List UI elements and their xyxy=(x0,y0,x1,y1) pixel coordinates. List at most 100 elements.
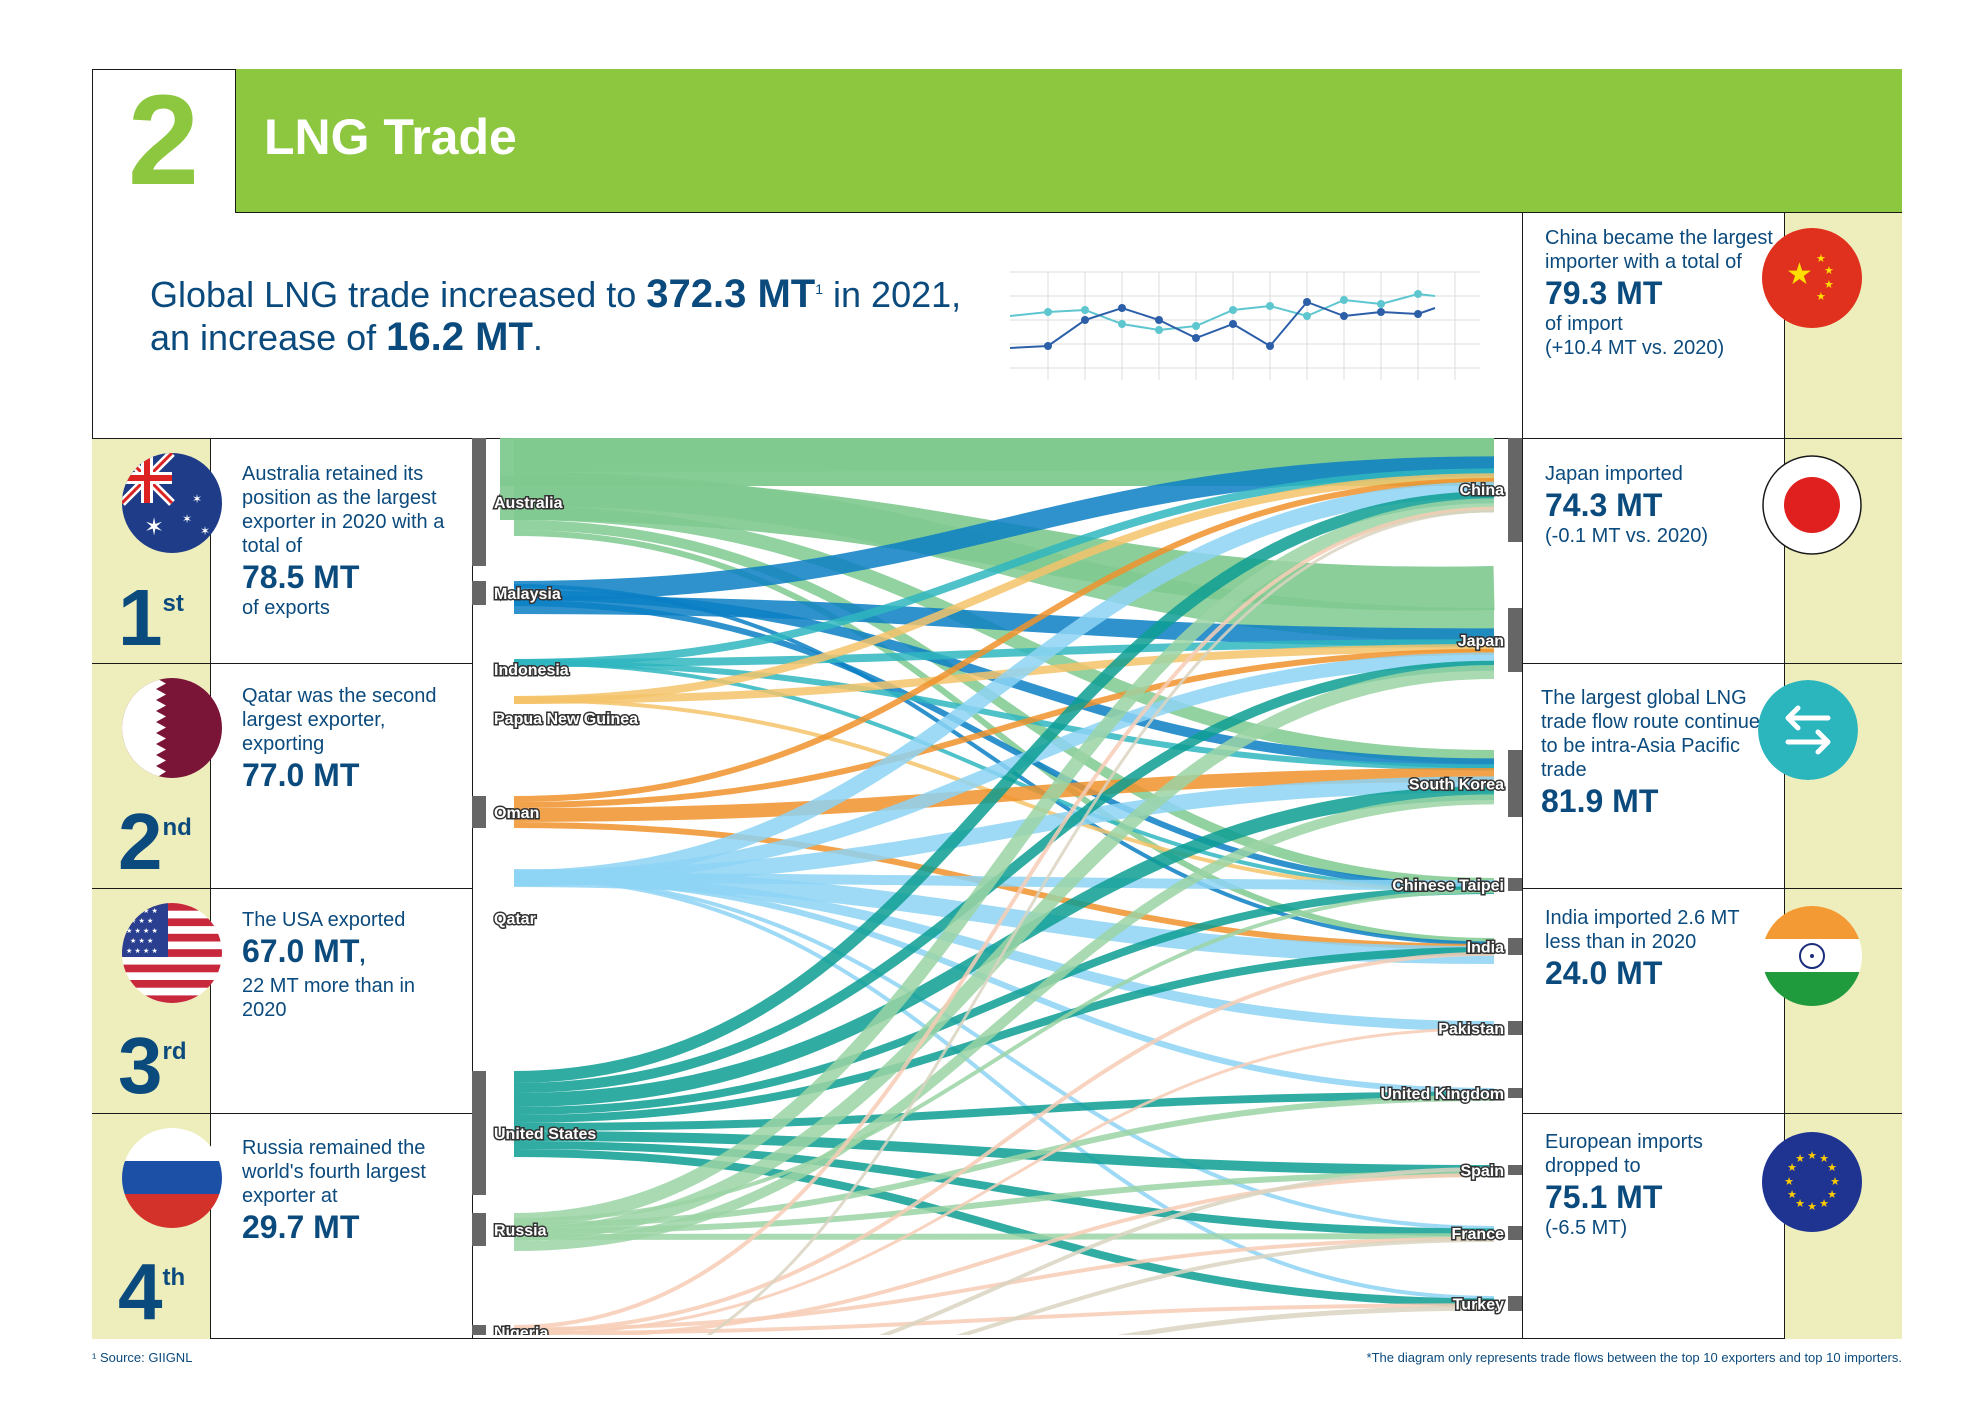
lng-trade-sankey-diagram: Australia Malaysia Indonesia Papua New Guin… xyxy=(472,438,1522,1335)
section-title: LNG Trade xyxy=(264,109,517,165)
svg-text:★: ★ xyxy=(1807,1200,1817,1213)
importer-card-intra-asia: The largest global LNG trade flow route … xyxy=(1541,687,1771,819)
svg-text:✶: ✶ xyxy=(192,492,202,506)
flow-indonesia-chinese-taipei xyxy=(513,661,1495,892)
importer-card-china: China became the largest importer with a… xyxy=(1545,227,1773,359)
divider xyxy=(1522,663,1902,664)
divider xyxy=(92,1113,472,1114)
svg-text:✶: ✶ xyxy=(200,524,210,538)
japan-flag xyxy=(1762,455,1862,555)
flow-algeria-china xyxy=(706,509,1495,1335)
headline-text: Global LNG trade increased to 372.3 MT1 … xyxy=(150,272,962,359)
flow-papua-new-guinea-china xyxy=(513,473,1495,704)
footnote-diagram-note: *The diagram only represents trade flows… xyxy=(1366,1350,1902,1365)
svg-text:★: ★ xyxy=(1819,1152,1829,1165)
australia-flag: ✶ ✶ ✶ ✶ xyxy=(122,453,222,553)
flow-nigeria-india xyxy=(513,951,1495,1333)
qatar-flag xyxy=(122,678,222,778)
svg-text:★: ★ xyxy=(1786,257,1813,292)
importer-label: South Korea xyxy=(1409,777,1504,794)
exporter-node-bar xyxy=(472,796,486,828)
svg-text:★: ★ xyxy=(1827,1161,1837,1174)
flow-nigeria-turkey xyxy=(513,1303,1495,1335)
header-bar xyxy=(236,69,1902,213)
flow-oman-japan xyxy=(513,648,1495,808)
flow-malaysia-china xyxy=(513,456,1495,601)
svg-text:★: ★ xyxy=(1795,1152,1805,1165)
importer-label: Japan xyxy=(1458,633,1504,650)
importer-node-bar xyxy=(1508,438,1522,542)
importer-node-bar xyxy=(1508,938,1522,955)
svg-text:★: ★ xyxy=(1819,1197,1829,1210)
divider xyxy=(1522,438,1902,439)
flow-australia-japan xyxy=(513,472,1495,642)
divider xyxy=(92,888,472,889)
importer-node-bar xyxy=(1508,750,1522,817)
rank-2: 2nd xyxy=(118,797,192,886)
flow-russia-spain xyxy=(513,1171,1495,1234)
svg-text:✶: ✶ xyxy=(182,512,192,526)
flow-russia-united-kingdom xyxy=(513,1095,1495,1228)
svg-text:★ ★ ★ ★: ★ ★ ★ ★ xyxy=(126,947,158,955)
exporter-node-bar xyxy=(472,1213,486,1246)
svg-text:★: ★ xyxy=(1816,290,1826,303)
rank-4: 4th xyxy=(118,1247,186,1336)
divider xyxy=(1522,213,1523,1339)
exporter-node-bar xyxy=(472,1325,486,1335)
svg-text:★: ★ xyxy=(1827,1188,1837,1201)
flow-united-states-india xyxy=(513,947,1495,1123)
svg-text:★ ★ ★: ★ ★ ★ xyxy=(130,937,153,945)
svg-text:★: ★ xyxy=(1830,1175,1840,1188)
flow-russia-chinese-taipei xyxy=(513,889,1495,1222)
flow-united-states-spain xyxy=(513,1131,1495,1175)
importer-label: Pakistan xyxy=(1438,1021,1504,1038)
india-flag xyxy=(1762,906,1862,1006)
rank-1: 1st xyxy=(118,573,184,662)
exporter-label: Qatar xyxy=(494,911,536,928)
flow-united-states-france xyxy=(513,1141,1495,1237)
importer-label: Spain xyxy=(1460,1163,1504,1180)
flow-qatar-south-korea xyxy=(513,776,1495,886)
importer-card-japan: Japan imported 74.3 MT (-0.1 MT vs. 2020… xyxy=(1545,463,1709,547)
svg-text:✶: ✶ xyxy=(144,513,164,541)
divider xyxy=(1784,213,1785,1339)
svg-text:★ ★ ★: ★ ★ ★ xyxy=(130,917,153,925)
importer-label: India xyxy=(1467,940,1504,957)
importer-label: France xyxy=(1452,1226,1505,1243)
sankey-flows xyxy=(499,438,1495,1335)
svg-text:★: ★ xyxy=(1816,252,1826,265)
flow-united-states-turkey xyxy=(513,1149,1495,1307)
exporter-label: Australia xyxy=(494,495,563,512)
exporter-label: Oman xyxy=(494,805,539,822)
exporter-label: Nigeria xyxy=(494,1325,548,1335)
importer-node-bar xyxy=(1508,1088,1522,1098)
importer-label: Chinese Taipei xyxy=(1392,878,1504,895)
flow-qatar-france xyxy=(513,876,1495,1230)
svg-text:★ ★ ★ ★: ★ ★ ★ ★ xyxy=(126,927,158,935)
svg-text:★: ★ xyxy=(1784,1175,1794,1188)
flow-indonesia-china xyxy=(513,468,1495,667)
importer-label: United Kingdom xyxy=(1380,1086,1504,1103)
importer-node-bar xyxy=(1508,1165,1522,1175)
svg-text:★: ★ xyxy=(1787,1188,1797,1201)
flow-algeria-france xyxy=(956,1238,1495,1335)
flow-australia-china xyxy=(513,438,1495,472)
flow-united-states-united-kingdom xyxy=(513,1091,1495,1131)
divider xyxy=(1522,1113,1902,1114)
rank-3: 3rd xyxy=(118,1021,187,1110)
importer-label: China xyxy=(1460,482,1505,499)
svg-text:★: ★ xyxy=(1824,278,1834,291)
flow-australia-south-korea xyxy=(513,506,1495,764)
exporter-card-4: Russia remained the world's fourth large… xyxy=(242,1137,426,1245)
russia-flag xyxy=(122,1128,222,1228)
flow-united-states-china xyxy=(513,491,1495,1083)
exporter-node-bar xyxy=(472,438,486,566)
exporter-label: Indonesia xyxy=(494,662,569,679)
flow-nigeria-pakistan xyxy=(513,1027,1495,1335)
flow-malaysia-chinese-taipei xyxy=(513,600,1495,890)
china-flag: ★ ★ ★ ★ ★ xyxy=(1762,228,1862,328)
importer-node-bar xyxy=(1508,1226,1522,1240)
decorative-trend-chart xyxy=(1010,271,1480,380)
flow-united-states-japan xyxy=(513,660,1495,1093)
flow-qatar-united-kingdom xyxy=(513,875,1495,1094)
